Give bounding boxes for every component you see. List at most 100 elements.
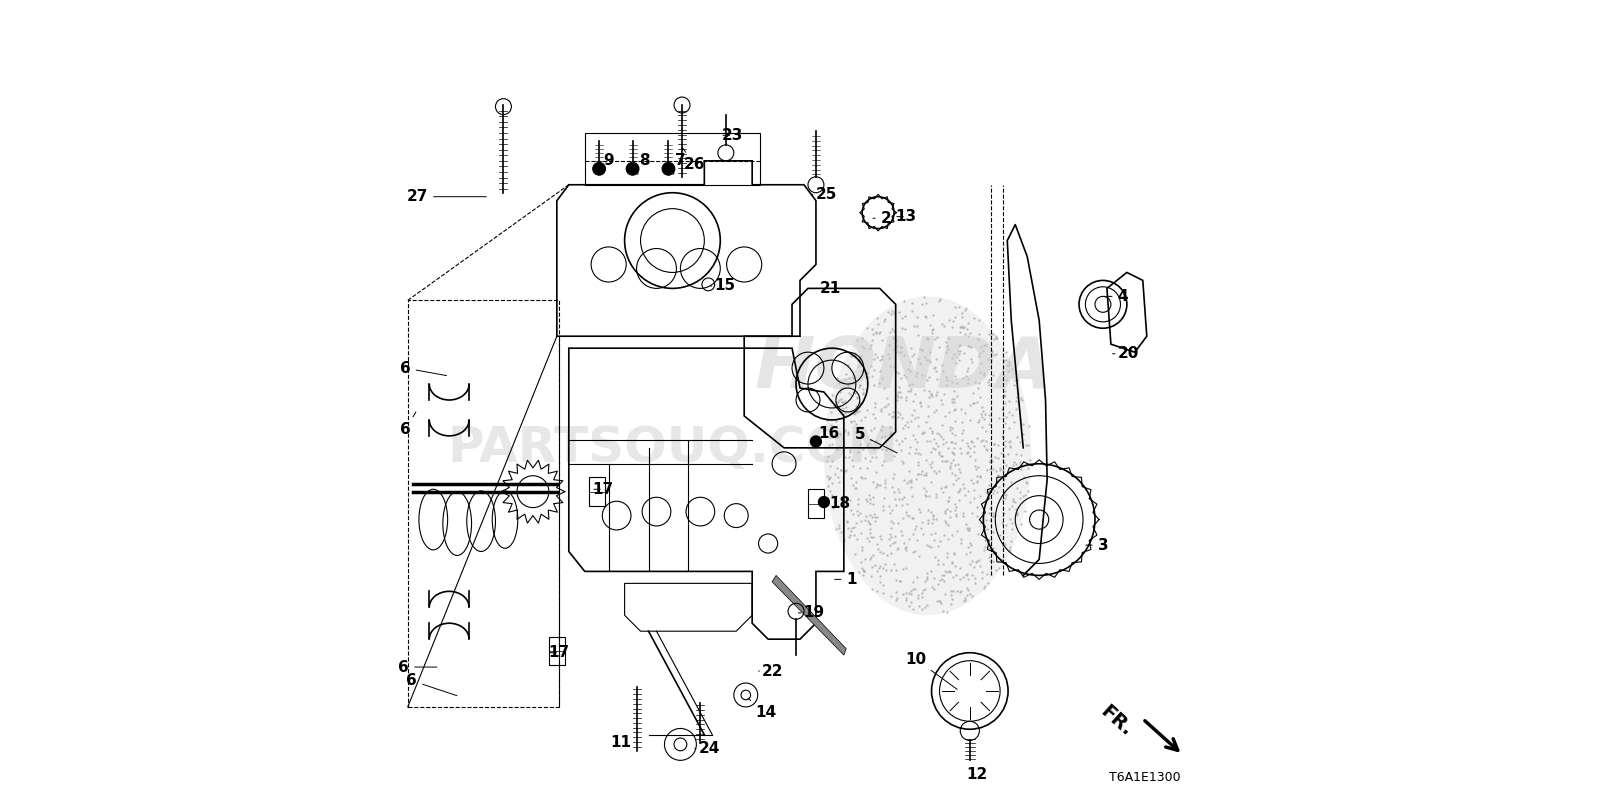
Point bbox=[862, 347, 888, 360]
Point bbox=[888, 341, 914, 354]
Point bbox=[848, 472, 874, 485]
Point bbox=[987, 462, 1013, 474]
Point bbox=[955, 340, 981, 353]
Point bbox=[907, 505, 933, 518]
Point bbox=[846, 351, 872, 364]
Point bbox=[883, 394, 909, 406]
Point bbox=[926, 448, 952, 461]
Point bbox=[966, 414, 992, 426]
Point bbox=[877, 533, 902, 546]
Point bbox=[866, 377, 891, 390]
Point bbox=[854, 366, 880, 379]
Point bbox=[867, 570, 893, 582]
Point bbox=[891, 474, 917, 486]
Point bbox=[934, 517, 960, 530]
Point bbox=[832, 406, 858, 419]
Point bbox=[942, 458, 968, 471]
Point bbox=[898, 585, 923, 598]
Point bbox=[888, 525, 914, 538]
Point bbox=[973, 534, 998, 546]
Point bbox=[970, 421, 995, 434]
Point bbox=[934, 374, 960, 386]
Point bbox=[942, 568, 968, 581]
Point bbox=[907, 396, 933, 409]
Point bbox=[962, 446, 987, 458]
Point bbox=[819, 438, 845, 450]
Point bbox=[883, 345, 909, 358]
Point bbox=[862, 514, 888, 527]
Point bbox=[941, 547, 966, 560]
Point bbox=[963, 476, 989, 489]
Point bbox=[827, 526, 853, 539]
Point bbox=[930, 358, 955, 371]
Point bbox=[918, 506, 944, 518]
Point bbox=[814, 450, 840, 462]
Text: 15: 15 bbox=[710, 278, 736, 294]
Point bbox=[926, 427, 952, 440]
Point bbox=[909, 522, 934, 534]
Point bbox=[998, 535, 1024, 548]
Point bbox=[978, 554, 1003, 567]
Point bbox=[856, 553, 882, 566]
Point bbox=[986, 411, 1011, 424]
Point bbox=[965, 554, 990, 567]
Point bbox=[933, 480, 958, 493]
Point bbox=[829, 463, 854, 476]
Text: 6: 6 bbox=[398, 659, 437, 674]
Point bbox=[984, 465, 1010, 478]
Point bbox=[954, 567, 979, 580]
Point bbox=[854, 532, 880, 545]
Point bbox=[826, 470, 851, 483]
Bar bbox=[549, 637, 565, 666]
Point bbox=[914, 573, 939, 586]
Point bbox=[952, 327, 978, 340]
Point bbox=[829, 392, 854, 405]
Point bbox=[907, 358, 933, 370]
Point bbox=[854, 462, 880, 474]
Point bbox=[918, 455, 944, 468]
Point bbox=[990, 555, 1016, 568]
Point bbox=[914, 311, 939, 324]
Point bbox=[818, 484, 843, 497]
Point bbox=[910, 290, 936, 303]
Point bbox=[954, 302, 979, 314]
Point bbox=[1006, 455, 1032, 468]
Point bbox=[1003, 390, 1029, 403]
Point bbox=[994, 354, 1019, 367]
Point bbox=[845, 532, 870, 545]
Point bbox=[912, 488, 938, 501]
Point bbox=[915, 410, 941, 423]
Point bbox=[878, 530, 904, 543]
Point bbox=[974, 577, 1000, 590]
Point bbox=[822, 523, 848, 536]
Point bbox=[928, 574, 954, 586]
Point bbox=[904, 570, 930, 583]
Point bbox=[944, 356, 970, 369]
Point bbox=[947, 482, 973, 495]
Point bbox=[882, 530, 907, 542]
Point bbox=[938, 505, 963, 518]
Point bbox=[976, 550, 1002, 563]
Point bbox=[970, 571, 995, 584]
Point bbox=[990, 455, 1016, 468]
Point bbox=[840, 371, 866, 384]
Point bbox=[990, 487, 1016, 500]
Point bbox=[958, 539, 984, 552]
Point bbox=[939, 457, 965, 470]
Point bbox=[1008, 462, 1034, 475]
Point bbox=[914, 490, 939, 502]
Point bbox=[1003, 448, 1029, 461]
Text: 5: 5 bbox=[854, 426, 898, 453]
Point bbox=[901, 428, 926, 441]
Point bbox=[960, 397, 986, 410]
Point bbox=[930, 398, 955, 410]
Point bbox=[998, 362, 1024, 375]
Point bbox=[946, 344, 971, 357]
Point bbox=[931, 528, 957, 541]
Point bbox=[899, 512, 925, 525]
Point bbox=[987, 529, 1013, 542]
Point bbox=[890, 457, 915, 470]
Point bbox=[954, 548, 979, 561]
Point bbox=[853, 410, 878, 423]
Point bbox=[982, 347, 1008, 360]
